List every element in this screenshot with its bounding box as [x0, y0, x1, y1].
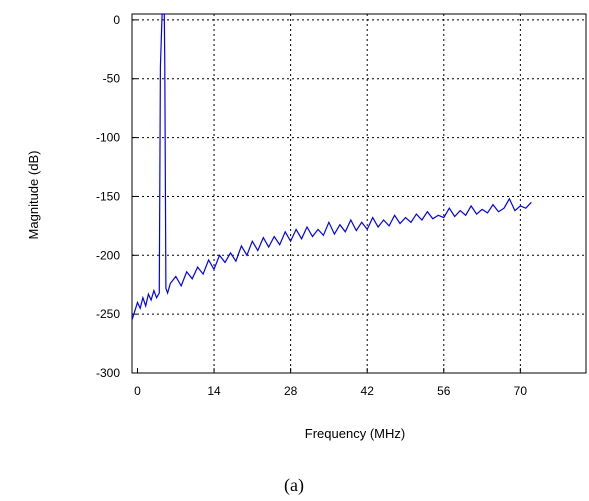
- figure-caption: (a): [284, 475, 304, 496]
- x-tick-label: 56: [437, 384, 451, 398]
- axis-ticks: 0 14 28 42 56 70 0 -50 -100 -150 -200 -250 -300: [96, 13, 527, 398]
- x-axis-label: Frequency (MHz): [305, 426, 405, 441]
- y-tick-label: -100: [96, 131, 120, 145]
- y-tick-label: -200: [96, 248, 120, 262]
- x-tick-label: 42: [361, 384, 375, 398]
- x-tick-label: 14: [207, 384, 221, 398]
- series-line: [131, 13, 532, 321]
- grid-lines: [132, 14, 586, 373]
- y-tick-label: -150: [96, 189, 120, 203]
- y-tick-label: -50: [103, 72, 121, 86]
- y-axis-label: Magnitude (dB): [26, 151, 41, 240]
- plot-area: [131, 13, 587, 374]
- x-tick-label: 0: [134, 384, 141, 398]
- y-tick-label: 0: [113, 13, 120, 27]
- x-tick-label: 70: [514, 384, 528, 398]
- y-tick-label: -300: [96, 366, 120, 380]
- x-tick-label: 28: [284, 384, 298, 398]
- y-tick-label: -250: [96, 307, 120, 321]
